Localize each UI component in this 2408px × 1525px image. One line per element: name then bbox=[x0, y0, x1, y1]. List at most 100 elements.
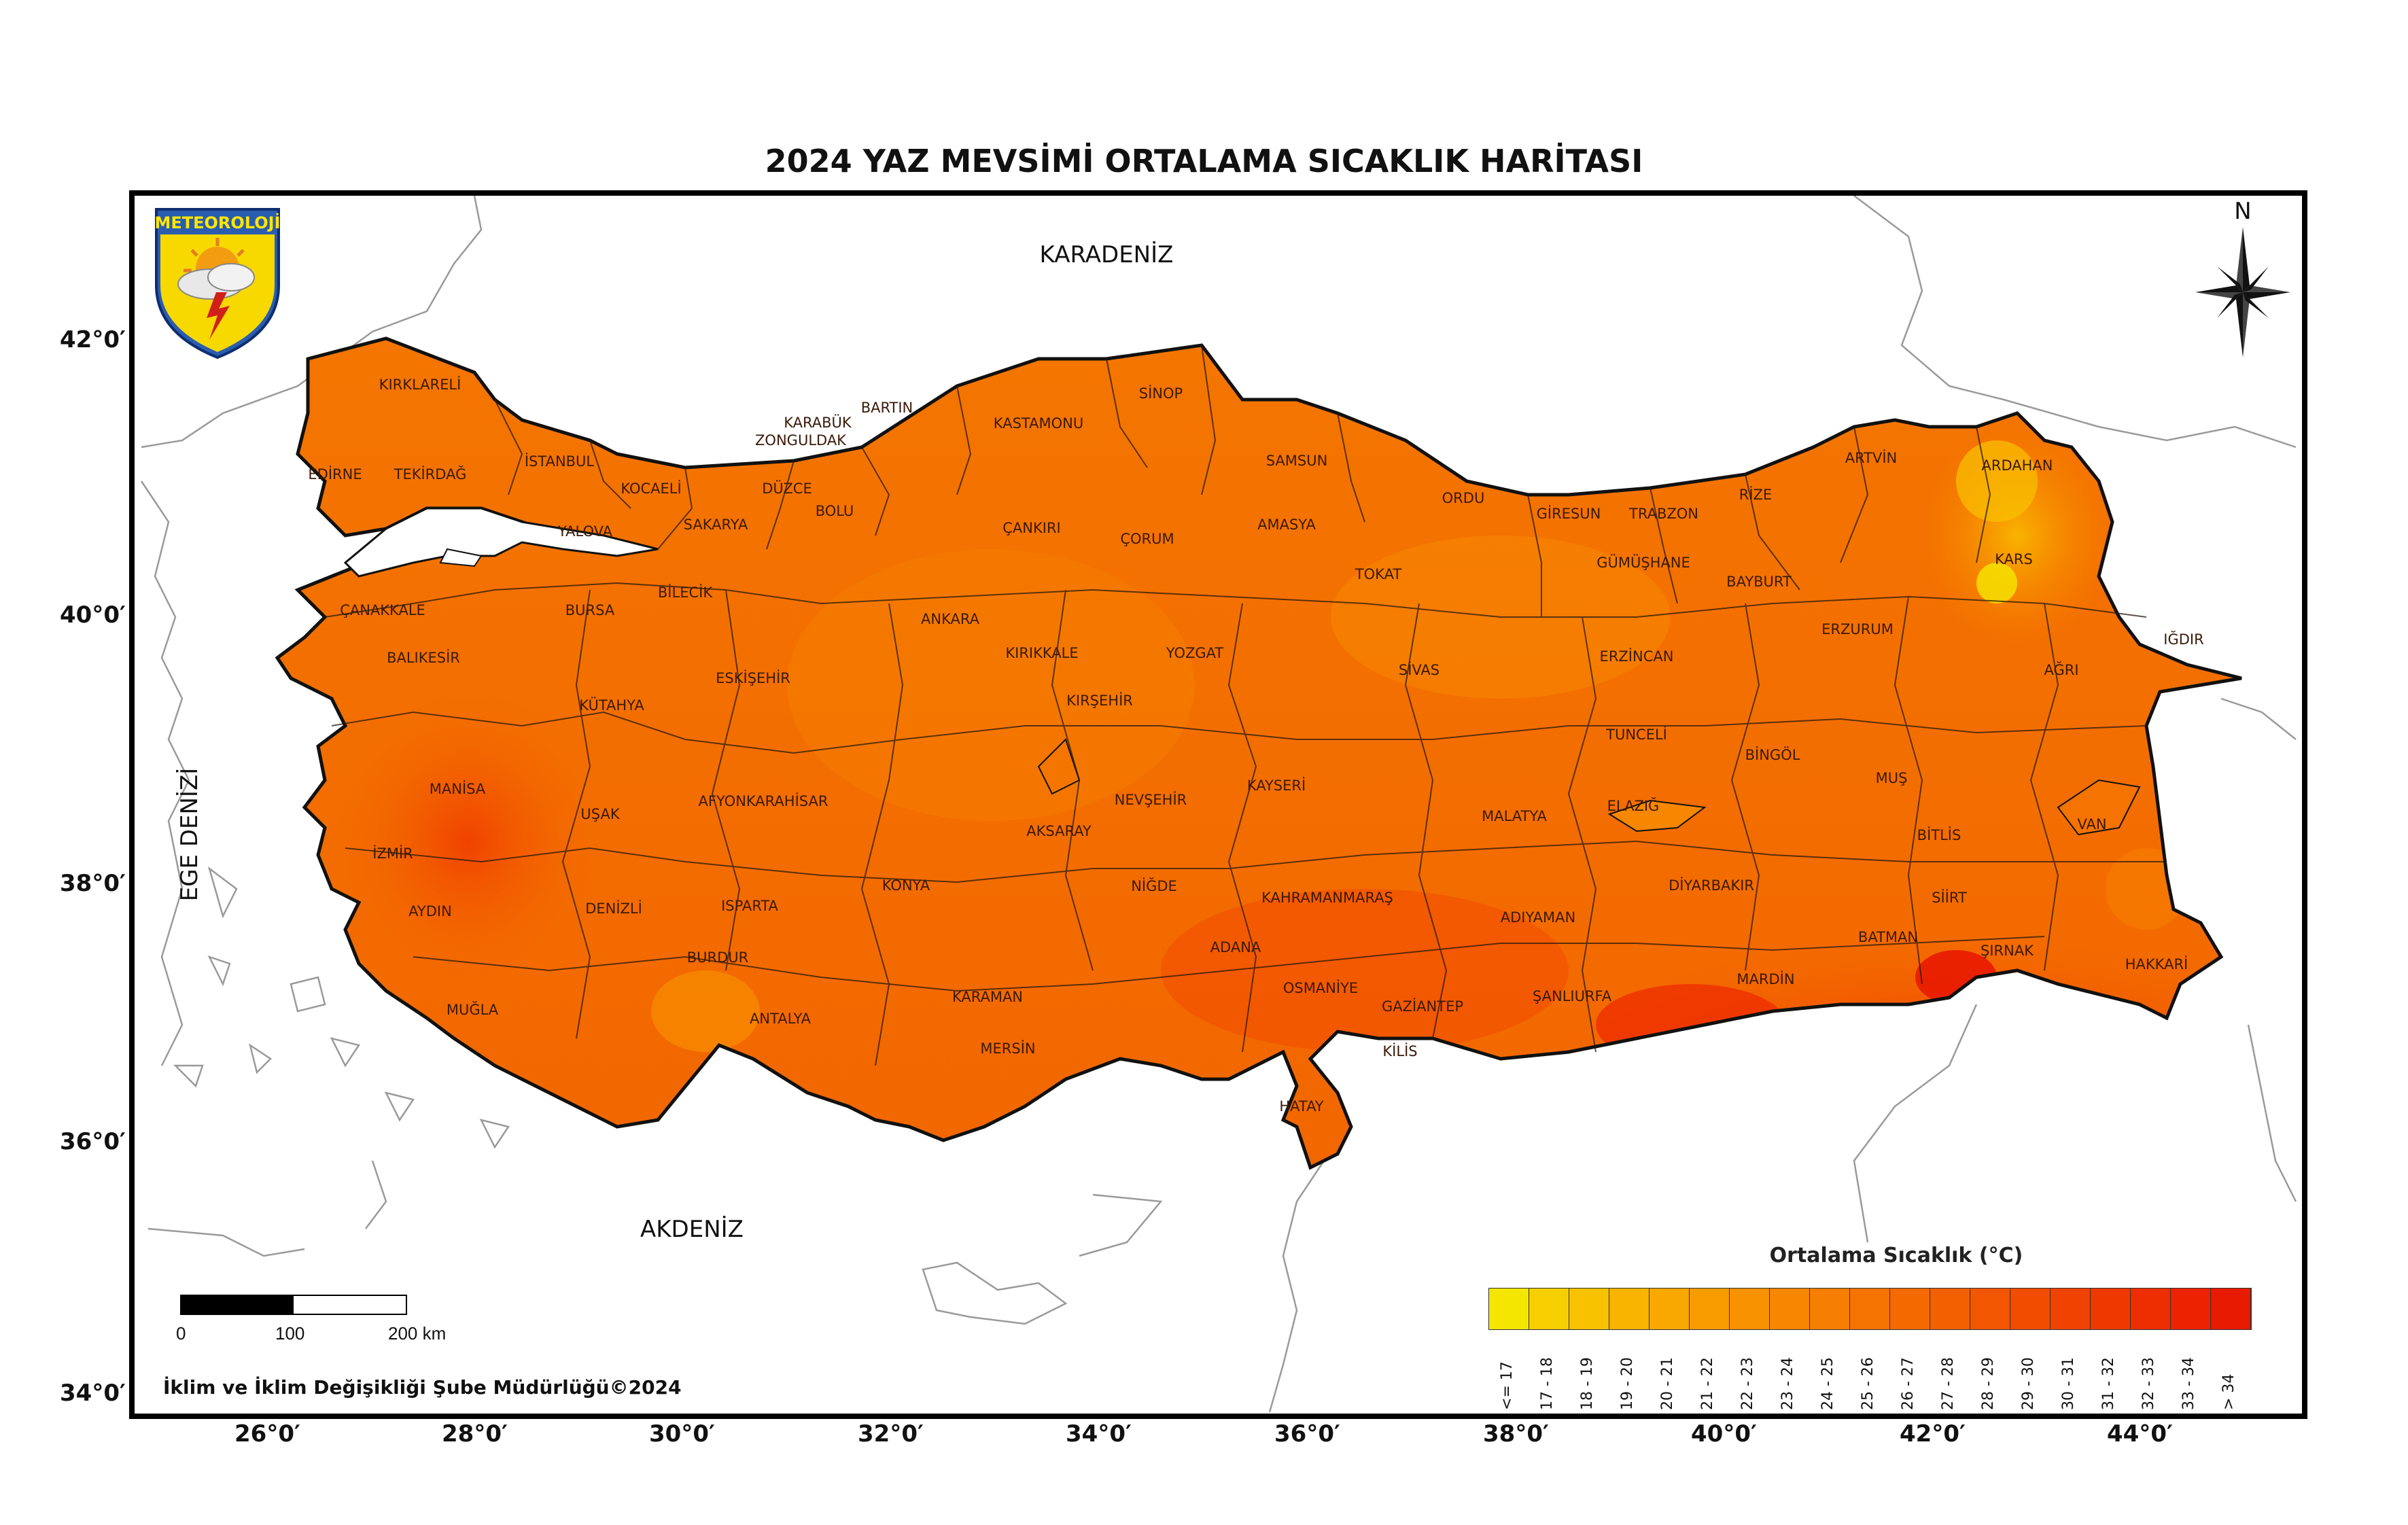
province-label: DİYARBAKIR bbox=[1669, 877, 1754, 894]
province-label: BİTLİS bbox=[1917, 826, 1961, 843]
province-label: ELAZIĞ bbox=[1607, 797, 1660, 814]
legend-swatch bbox=[1850, 1289, 1890, 1329]
province-label: MUĞLA bbox=[447, 1001, 499, 1018]
marmara-sea bbox=[343, 507, 659, 578]
legend-class-label: 27 - 28 bbox=[1930, 1335, 1970, 1410]
province-label: GÜMÜŞHANE bbox=[1596, 554, 1690, 571]
province-label: ÇORUM bbox=[1120, 531, 1174, 547]
province-label: MARDİN bbox=[1737, 970, 1794, 987]
legend-colorbar bbox=[1488, 1288, 2252, 1330]
province-label: KARS bbox=[1995, 551, 2033, 567]
legend-class-text: 31 - 32 bbox=[2100, 1357, 2117, 1410]
province-label: DÜZCE bbox=[762, 480, 812, 497]
province-label: BURDUR bbox=[687, 949, 749, 966]
province-label: ARTVİN bbox=[1845, 449, 1898, 466]
legend-class-label: 25 - 26 bbox=[1849, 1335, 1889, 1410]
meteoroloji-logo: METEOROLOJİ bbox=[154, 208, 281, 360]
province-label: DENİZLİ bbox=[585, 900, 642, 917]
province-label: NİĞDE bbox=[1131, 877, 1177, 894]
lon-label: 44°0′ bbox=[2107, 1420, 2173, 1448]
north-arrow-icon: N bbox=[2195, 198, 2290, 357]
legend-class-text: <= 17 bbox=[1499, 1361, 1516, 1410]
province-label: SAKARYA bbox=[684, 516, 748, 533]
legend-swatch bbox=[1730, 1289, 1770, 1329]
province-label: TEKİRDAĞ bbox=[394, 466, 467, 483]
province-label: MERSİN bbox=[980, 1040, 1035, 1057]
province-label: SİNOP bbox=[1139, 385, 1183, 402]
province-label: BOLU bbox=[816, 503, 854, 519]
legend-class-text: 33 - 34 bbox=[2180, 1357, 2197, 1410]
neighbour-coastlines bbox=[140, 196, 2297, 1413]
lon-label: 34°0′ bbox=[1066, 1420, 1132, 1448]
legend-swatch bbox=[1569, 1289, 1609, 1329]
legend-class-label: 24 - 25 bbox=[1809, 1335, 1849, 1410]
province-label: HAKKARİ bbox=[2125, 956, 2188, 972]
lon-label: 30°0′ bbox=[649, 1420, 715, 1448]
legend-swatch bbox=[1770, 1289, 1810, 1329]
province-label: BARTIN bbox=[861, 400, 913, 416]
legend-class-text: 29 - 30 bbox=[2020, 1357, 2037, 1410]
legend-swatch bbox=[2051, 1289, 2091, 1329]
lon-label: 40°0′ bbox=[1691, 1420, 1757, 1448]
province-label: UŞAK bbox=[580, 806, 620, 822]
legend-class-label: 32 - 33 bbox=[2130, 1335, 2170, 1410]
lon-label: 28°0′ bbox=[442, 1420, 508, 1448]
scale-label: 100 bbox=[275, 1323, 305, 1344]
legend-class-label: 19 - 20 bbox=[1609, 1335, 1649, 1410]
province-label: IĞDIR bbox=[2163, 631, 2203, 648]
province-label: HATAY bbox=[1279, 1098, 1323, 1115]
north-label: N bbox=[2234, 198, 2251, 225]
province-label: ORDU bbox=[1442, 490, 1485, 506]
lon-label: 42°0′ bbox=[1900, 1420, 1966, 1448]
legend-labels: <= 17 17 - 18 18 - 19 19 - 20 20 - 21 21 - 22… bbox=[1488, 1335, 2250, 1410]
lon-label: 38°0′ bbox=[1483, 1420, 1549, 1448]
province-label: ERZURUM bbox=[1821, 621, 1894, 637]
province-label: KIRŞEHİR bbox=[1066, 692, 1133, 709]
scale-label: 200 km bbox=[388, 1323, 447, 1344]
legend-class-text: 32 - 33 bbox=[2140, 1357, 2157, 1410]
province-label: İSTANBUL bbox=[525, 453, 595, 470]
province-label: KOCAELİ bbox=[621, 480, 681, 497]
legend-title: Ortalama Sıcaklık (°C) bbox=[1769, 1244, 2023, 1267]
lake bbox=[2057, 779, 2141, 836]
sea-label-north: KARADENİZ bbox=[1040, 241, 1174, 268]
province-label: KÜTAHYA bbox=[579, 697, 644, 714]
legend-swatch bbox=[2131, 1289, 2171, 1329]
province-label: MALATYA bbox=[1482, 808, 1547, 824]
province-label: MANİSA bbox=[430, 780, 486, 797]
legend-swatch bbox=[1529, 1289, 1569, 1329]
province-label: OSMANİYE bbox=[1283, 979, 1358, 996]
province-label: KAHRAMANMARAŞ bbox=[1261, 890, 1393, 906]
province-label: BATMAN bbox=[1858, 929, 1918, 945]
province-label: ESKİŞEHİR bbox=[716, 669, 790, 686]
province-label: KONYA bbox=[882, 877, 930, 894]
legend-class-text: 21 - 22 bbox=[1699, 1357, 1716, 1410]
province-boundaries bbox=[324, 345, 2167, 1066]
legend-swatch bbox=[2010, 1289, 2051, 1329]
province-label: KASTAMONU bbox=[994, 415, 1083, 432]
legend-class-text: > 34 bbox=[2220, 1373, 2237, 1410]
province-label: SİVAS bbox=[1399, 661, 1439, 678]
province-label: KİLİS bbox=[1382, 1042, 1417, 1059]
lat-label: 36°0′ bbox=[60, 1128, 126, 1155]
province-label: AMASYA bbox=[1257, 516, 1316, 533]
province-label: TRABZON bbox=[1628, 506, 1698, 522]
province-label: ANKARA bbox=[921, 611, 980, 627]
lake-van bbox=[1607, 799, 1707, 832]
province-label: KARAMAN bbox=[952, 989, 1023, 1005]
map-title: 2024 YAZ MEVSİMİ ORTALAMA SICAKLIK HARİT… bbox=[765, 143, 1643, 179]
legend-class-label: 21 - 22 bbox=[1689, 1335, 1729, 1410]
legend-class-label: <= 17 bbox=[1488, 1335, 1529, 1410]
legend-swatch bbox=[1930, 1289, 1970, 1329]
legend-class-label: 18 - 19 bbox=[1569, 1335, 1609, 1410]
province-label: MUŞ bbox=[1876, 770, 1908, 786]
legend-swatch bbox=[2091, 1289, 2131, 1329]
legend-class-label: 22 - 23 bbox=[1729, 1335, 1769, 1410]
legend-class-text: 28 - 29 bbox=[1980, 1357, 1997, 1410]
province-label: GİRESUN bbox=[1537, 505, 1601, 522]
lat-label: 42°0′ bbox=[60, 326, 126, 353]
province-label: ÇANAKKALE bbox=[340, 602, 425, 618]
province-label: İZMİR bbox=[372, 845, 413, 862]
province-label: ŞIRNAK bbox=[1981, 943, 2034, 959]
